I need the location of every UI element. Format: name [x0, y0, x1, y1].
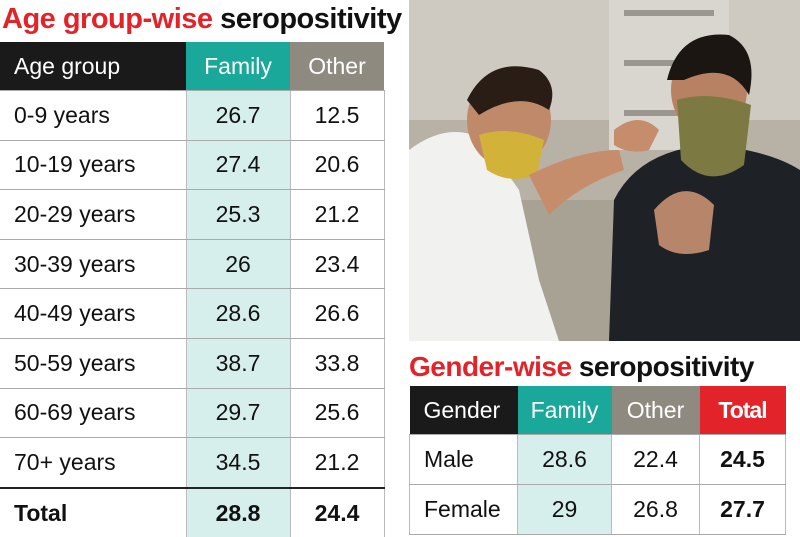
- age-group-label: 70+ years: [0, 437, 186, 489]
- table-row: Female 29 26.8 27.7: [409, 484, 786, 535]
- age-section-title: Age group-wise seropositivity: [2, 2, 402, 36]
- other-value: 21.2: [290, 189, 385, 240]
- gender-header-family: Family: [517, 386, 612, 435]
- age-group-label: 50-59 years: [0, 338, 186, 389]
- gender-header-gender: Gender: [409, 386, 518, 435]
- age-group-label: 20-29 years: [0, 189, 186, 240]
- other-value: 26.8: [611, 484, 700, 535]
- other-value: 12.5: [290, 90, 385, 141]
- table-row: 60-69 years 29.7 25.6: [0, 388, 385, 439]
- family-value: 27.4: [185, 140, 291, 191]
- gender-title-rest: seropositivity: [578, 351, 755, 382]
- age-group-label: 10-19 years: [0, 140, 186, 191]
- gender-table: Gender Family Other Total Male 28.6 22.4…: [409, 386, 786, 535]
- other-value: 25.6: [290, 388, 385, 439]
- table-row: 30-39 years 26 23.4: [0, 239, 385, 290]
- gender-section-title: Gender-wise seropositivity: [409, 350, 754, 384]
- table-row: 50-59 years 38.7 33.8: [0, 338, 385, 389]
- age-group-table: Age group Family Other 0-9 years 26.7 12…: [0, 42, 385, 537]
- age-header-age-group: Age group: [0, 42, 186, 91]
- total-label: Total: [0, 486, 186, 537]
- family-value: 38.7: [185, 338, 291, 389]
- age-group-label: 40-49 years: [0, 288, 186, 339]
- vaccination-photo: [409, 0, 800, 341]
- gender-table-header: Gender Family Other Total: [409, 386, 786, 435]
- gender-title-accent: Gender-wise: [409, 351, 572, 382]
- other-value: 22.4: [611, 434, 700, 485]
- family-value: 29: [517, 484, 612, 535]
- total-family-value: 28.8: [185, 486, 291, 537]
- table-row: 40-49 years 28.6 26.6: [0, 288, 385, 339]
- other-value: 23.4: [290, 239, 385, 290]
- other-value: 20.6: [290, 140, 385, 191]
- table-row: 0-9 years 26.7 12.5: [0, 90, 385, 141]
- other-value: 26.6: [290, 288, 385, 339]
- family-value: 26.7: [185, 90, 291, 141]
- other-value: 33.8: [290, 338, 385, 389]
- total-value: 24.5: [699, 434, 786, 485]
- age-header-other: Other: [290, 42, 384, 91]
- table-row: 10-19 years 27.4 20.6: [0, 140, 385, 191]
- gender-header-other: Other: [611, 386, 700, 435]
- age-group-label: 0-9 years: [0, 90, 186, 141]
- gender-label: Female: [409, 484, 518, 535]
- family-value: 29.7: [185, 388, 291, 439]
- age-title-accent: Age group-wise: [2, 3, 213, 35]
- age-group-label: 30-39 years: [0, 239, 186, 290]
- age-title-rest: seropositivity: [220, 3, 402, 35]
- total-row: Total 28.8 24.4: [0, 486, 385, 537]
- table-row: 70+ years 34.5 21.2: [0, 437, 385, 489]
- total-other-value: 24.4: [290, 486, 385, 537]
- other-value: 21.2: [290, 437, 385, 489]
- family-value: 25.3: [185, 189, 291, 240]
- age-table-header: Age group Family Other: [0, 42, 384, 91]
- age-group-label: 60-69 years: [0, 388, 186, 439]
- gender-header-total: Total: [699, 386, 786, 435]
- family-value: 28.6: [517, 434, 612, 485]
- total-value: 27.7: [699, 484, 786, 535]
- table-row: 20-29 years 25.3 21.2: [0, 189, 385, 240]
- table-row: Male 28.6 22.4 24.5: [409, 434, 786, 485]
- family-value: 34.5: [185, 437, 291, 489]
- family-value: 26: [185, 239, 291, 290]
- age-header-family: Family: [186, 42, 290, 91]
- gender-label: Male: [409, 434, 518, 485]
- family-value: 28.6: [185, 288, 291, 339]
